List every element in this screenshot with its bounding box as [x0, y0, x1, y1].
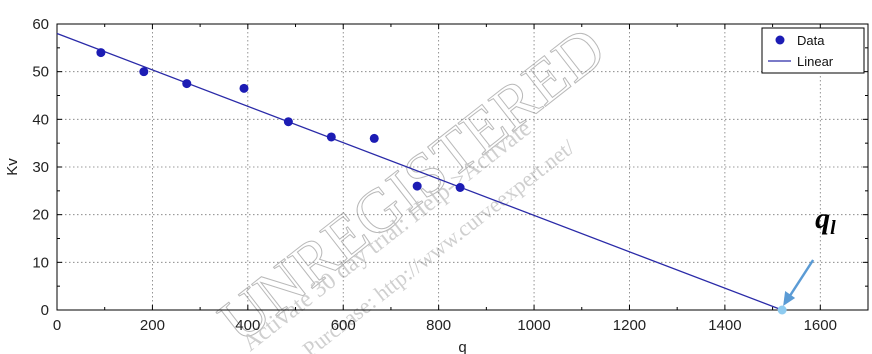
data-point [412, 181, 422, 191]
series-linear-line [56, 32, 783, 311]
x-axis-title: q [458, 339, 466, 354]
x-tick-label: 800 [426, 317, 451, 334]
data-point [283, 117, 293, 127]
x-tick-label: 600 [331, 317, 356, 334]
y-tick-label: 30 [32, 159, 49, 176]
data-point [139, 67, 149, 77]
annotation-symbol: q [815, 202, 830, 235]
annotation-subscript: l [830, 217, 836, 239]
x-tick-label: 1200 [613, 317, 646, 334]
annotation-arrow [788, 259, 815, 298]
axis-ticks [56, 23, 868, 311]
y-tick-label: 60 [32, 16, 49, 33]
watermark-line1: UNREGISTERED [207, 14, 618, 354]
y-tick-label: 50 [32, 64, 49, 81]
x-tick-label: 0 [53, 317, 61, 334]
data-point [369, 133, 379, 143]
series [56, 32, 783, 311]
legend-box [761, 27, 865, 74]
y-tick-label: 40 [32, 111, 49, 128]
x-tick-label: 1000 [517, 317, 550, 334]
watermark: UNREGISTERED Activate 30 day trial: Help… [206, 14, 618, 354]
legend-marker-data [775, 35, 785, 45]
legend: Data Linear [761, 27, 865, 74]
annotation-point [777, 305, 787, 315]
data-point [239, 83, 249, 93]
data-point [96, 48, 106, 58]
grid [57, 24, 868, 310]
annotation-label: ql [815, 202, 836, 239]
y-tick-label: 0 [41, 302, 49, 319]
x-tick-label: 1400 [708, 317, 741, 334]
data-point [326, 132, 336, 142]
data-point [182, 79, 192, 89]
y-axis-title: Kv [4, 158, 21, 176]
x-tick-label: 400 [235, 317, 260, 334]
annotation: ql [777, 202, 836, 315]
legend-label-linear: Linear [797, 54, 834, 69]
annotation-arrowhead [783, 291, 796, 306]
legend-label-data: Data [797, 33, 825, 48]
y-tick-labels: 0 10 20 30 40 50 60 [32, 16, 49, 319]
y-tick-label: 10 [32, 254, 49, 271]
data-point [455, 182, 465, 192]
y-tick-label: 20 [32, 207, 49, 224]
watermark-line2: Activate 30 day trial: Help->Activate [238, 115, 537, 354]
x-tick-label: 200 [140, 317, 165, 334]
x-tick-label: 1600 [804, 317, 837, 334]
x-tick-labels: 0 200 400 600 800 1000 1200 1400 1600 [53, 317, 837, 334]
